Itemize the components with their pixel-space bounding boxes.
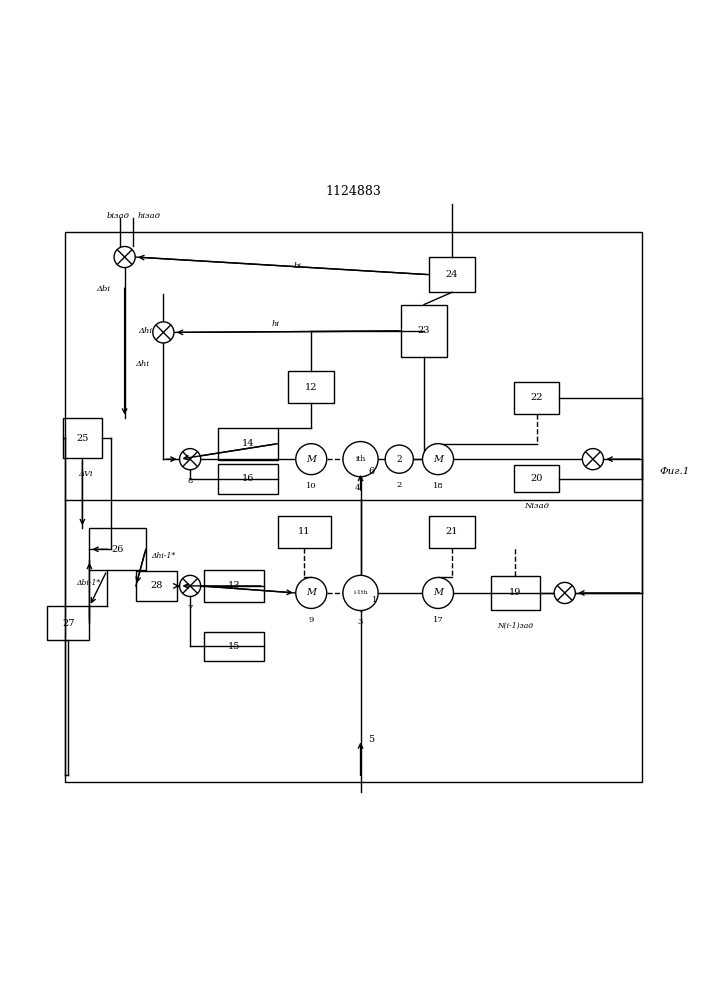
Bar bbox=[89, 528, 146, 570]
Bar bbox=[218, 464, 278, 494]
Text: 26: 26 bbox=[112, 545, 124, 554]
Text: biзад: biзад bbox=[106, 212, 129, 220]
Bar bbox=[63, 418, 102, 458]
Text: 2: 2 bbox=[397, 455, 402, 464]
Text: 21: 21 bbox=[446, 527, 458, 536]
Text: Фиг.1: Фиг.1 bbox=[660, 467, 690, 476]
Circle shape bbox=[153, 322, 174, 343]
Circle shape bbox=[583, 449, 604, 470]
Text: ΔVi: ΔVi bbox=[78, 470, 93, 478]
Text: 2: 2 bbox=[397, 481, 402, 489]
Circle shape bbox=[180, 449, 201, 470]
Text: bi: bi bbox=[293, 262, 301, 270]
Bar bbox=[204, 632, 264, 661]
Text: 16: 16 bbox=[242, 474, 254, 483]
Bar bbox=[204, 570, 264, 602]
Bar bbox=[514, 465, 559, 492]
Text: 13: 13 bbox=[228, 581, 240, 590]
Text: M: M bbox=[433, 455, 443, 464]
Bar bbox=[288, 371, 334, 403]
Bar bbox=[65, 232, 642, 782]
Text: 25: 25 bbox=[76, 434, 88, 443]
Text: 3: 3 bbox=[358, 618, 363, 626]
Text: N(i-1)зад: N(i-1)зад bbox=[498, 621, 534, 629]
Text: ith: ith bbox=[356, 455, 366, 463]
Text: 6: 6 bbox=[368, 467, 374, 476]
Text: 1124883: 1124883 bbox=[325, 185, 382, 198]
Circle shape bbox=[343, 575, 378, 611]
Text: 23: 23 bbox=[418, 326, 430, 335]
Text: 28: 28 bbox=[150, 581, 163, 590]
Text: hi: hi bbox=[272, 320, 280, 328]
Text: 7: 7 bbox=[187, 604, 193, 612]
Text: 9: 9 bbox=[308, 616, 314, 624]
Bar bbox=[429, 516, 475, 548]
Text: Δhi-1*: Δhi-1* bbox=[151, 552, 175, 560]
Bar bbox=[136, 571, 177, 601]
Text: Δbi-1*: Δbi-1* bbox=[76, 579, 100, 587]
Circle shape bbox=[296, 444, 327, 475]
Text: Niзад: Niзад bbox=[524, 502, 549, 510]
Text: 4: 4 bbox=[354, 484, 360, 492]
Circle shape bbox=[180, 575, 201, 596]
Text: 11: 11 bbox=[298, 527, 310, 536]
Bar bbox=[401, 305, 447, 357]
Bar bbox=[429, 257, 475, 292]
Text: 8: 8 bbox=[187, 477, 193, 485]
Text: i-1th: i-1th bbox=[354, 590, 368, 595]
Circle shape bbox=[296, 577, 327, 608]
Bar bbox=[218, 428, 278, 460]
Text: M: M bbox=[433, 588, 443, 597]
Text: Δbi: Δbi bbox=[96, 285, 110, 293]
Text: Δhi: Δhi bbox=[135, 360, 149, 368]
Text: 1: 1 bbox=[372, 596, 378, 604]
Text: 15: 15 bbox=[228, 642, 240, 651]
Text: M: M bbox=[306, 588, 316, 597]
Bar bbox=[47, 606, 89, 640]
Text: 19: 19 bbox=[509, 588, 522, 597]
Text: hiзад: hiзад bbox=[138, 212, 160, 220]
Text: 18: 18 bbox=[433, 482, 443, 490]
Bar bbox=[278, 516, 331, 548]
Text: 17: 17 bbox=[433, 616, 443, 624]
Circle shape bbox=[554, 582, 575, 604]
Bar bbox=[491, 576, 540, 610]
Circle shape bbox=[423, 577, 453, 608]
Text: 24: 24 bbox=[446, 270, 458, 279]
Text: 5: 5 bbox=[368, 735, 374, 744]
Text: 20: 20 bbox=[530, 474, 543, 483]
Text: 14: 14 bbox=[242, 439, 254, 448]
Text: 22: 22 bbox=[530, 393, 543, 402]
Text: Δhi: Δhi bbox=[139, 327, 153, 335]
Bar bbox=[514, 382, 559, 414]
Text: 12: 12 bbox=[305, 383, 317, 392]
Text: 27: 27 bbox=[62, 619, 74, 628]
Text: 10: 10 bbox=[306, 482, 317, 490]
Circle shape bbox=[385, 445, 414, 473]
Circle shape bbox=[114, 246, 135, 268]
Circle shape bbox=[343, 442, 378, 477]
Text: M: M bbox=[306, 455, 316, 464]
Circle shape bbox=[423, 444, 453, 475]
